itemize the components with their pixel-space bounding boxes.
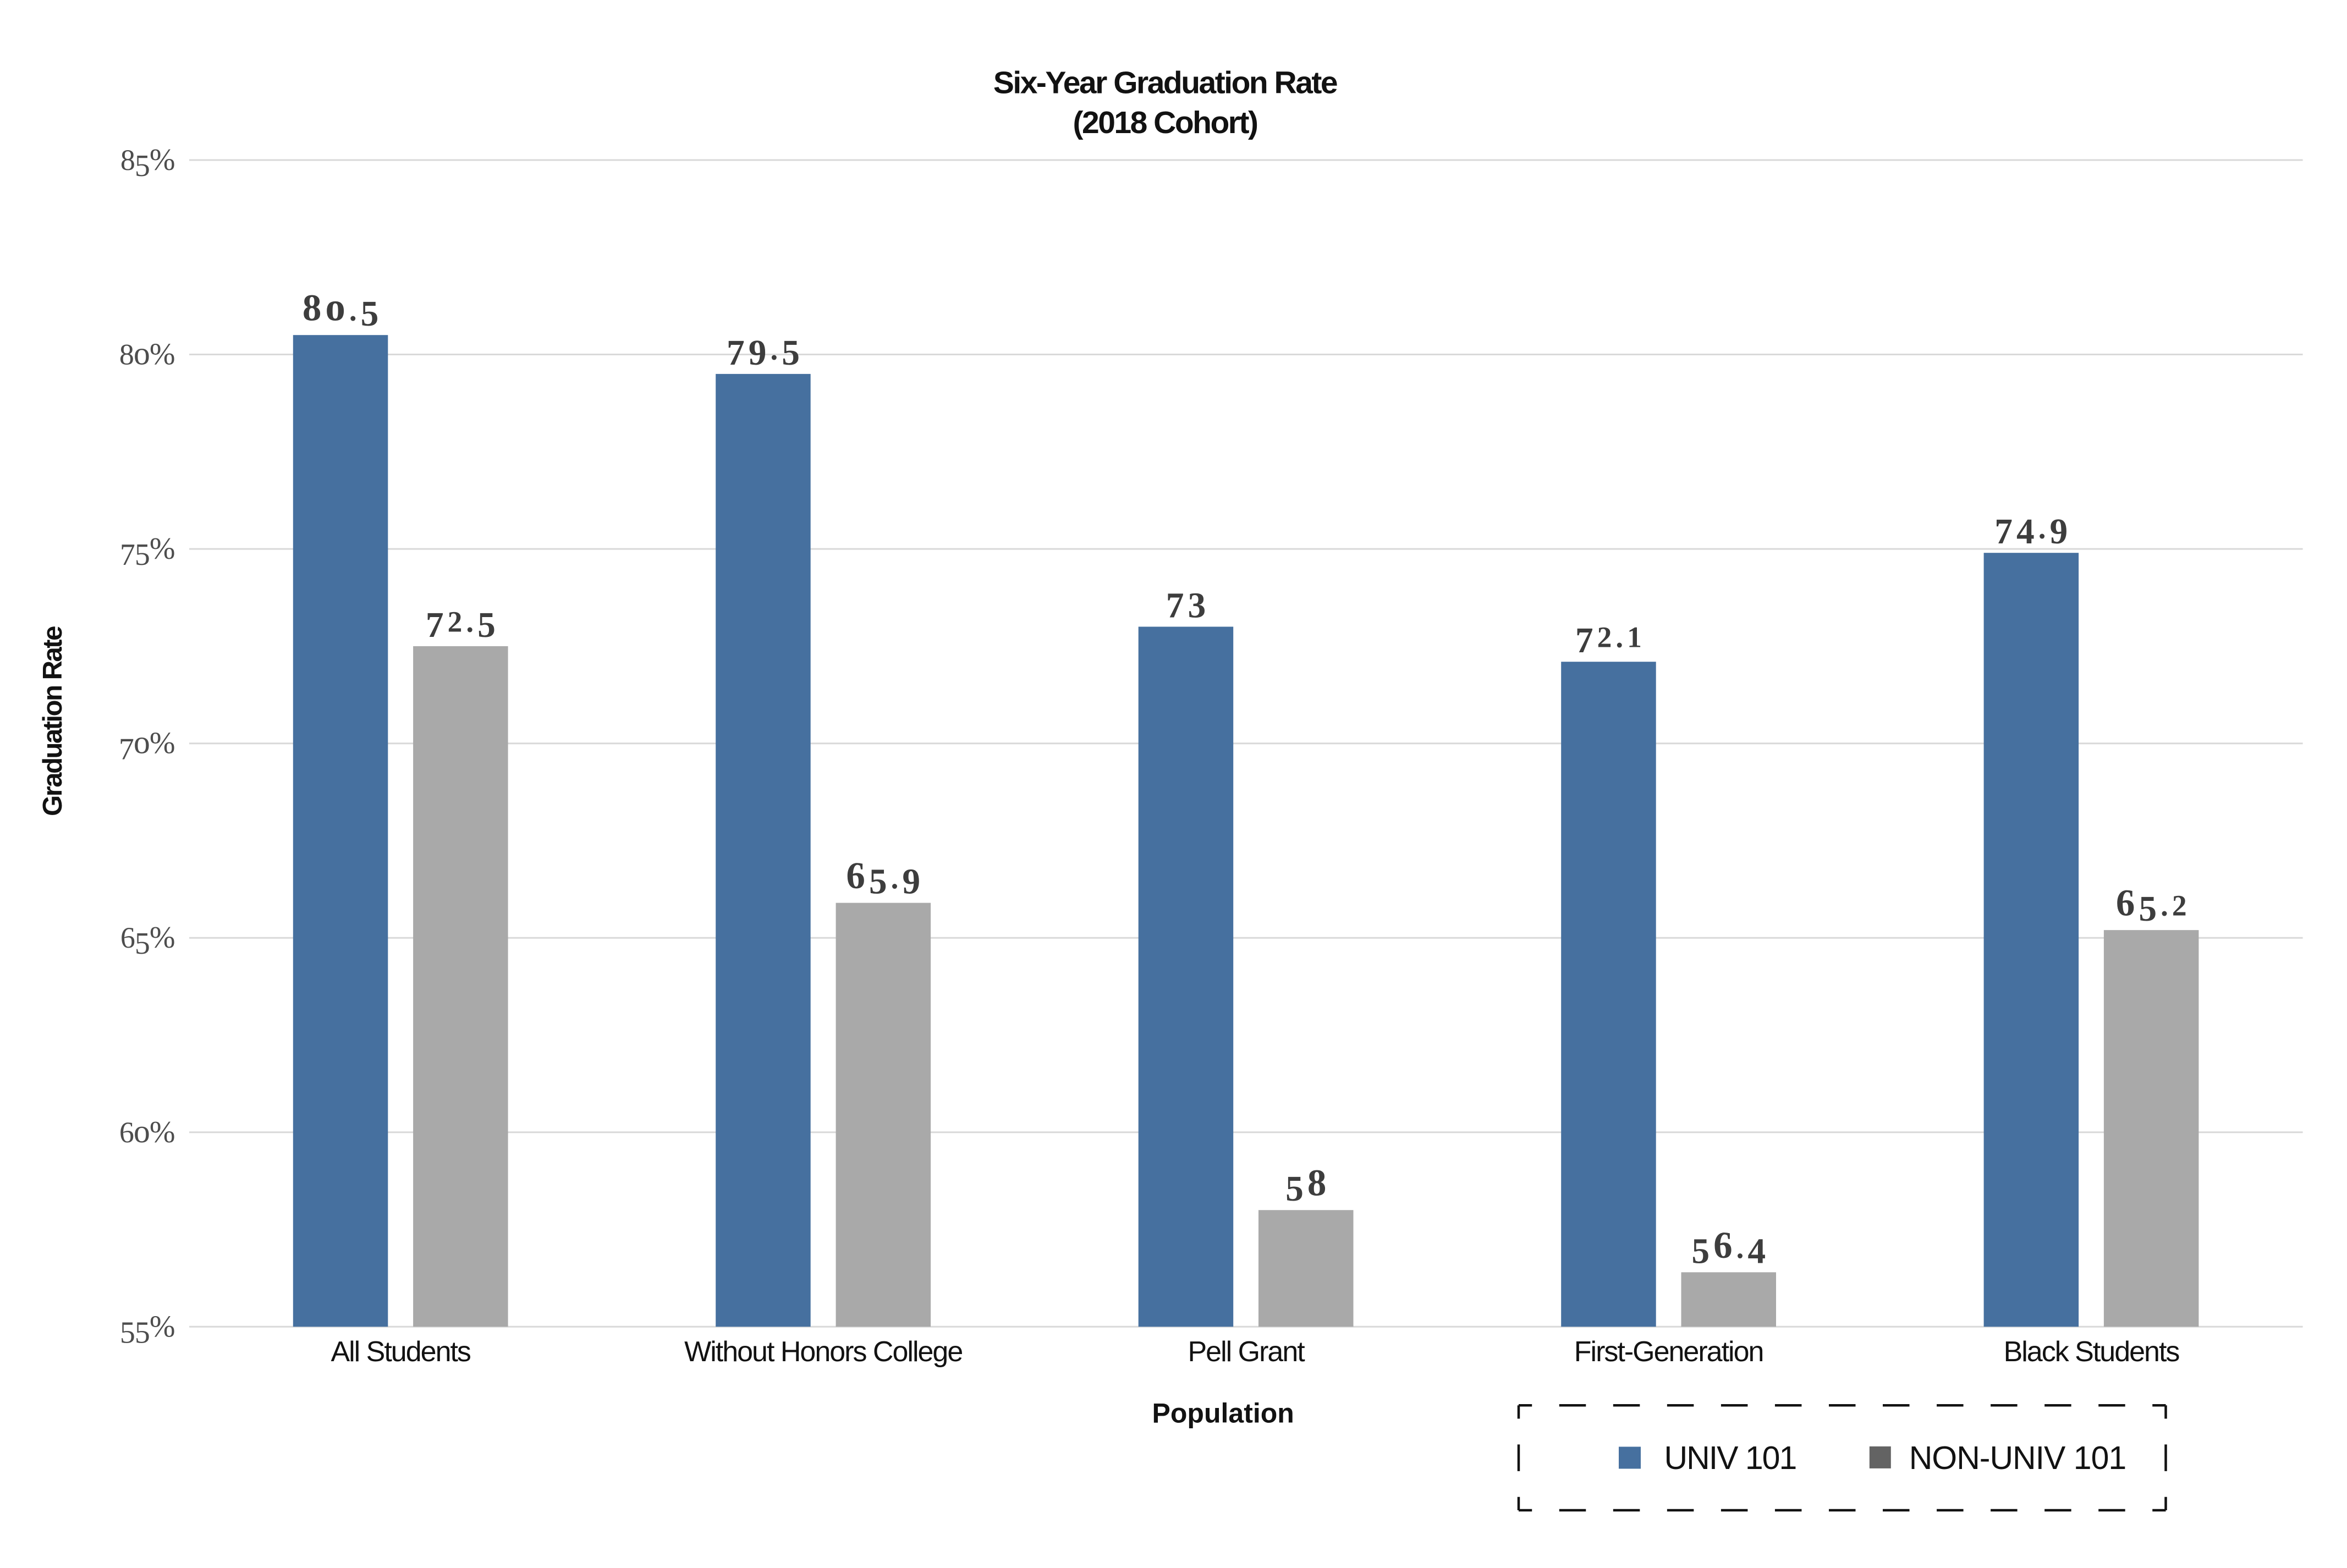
svg-text:8o.5: 8o.5: [303, 285, 383, 334]
svg-text:72.1: 72.1: [1575, 620, 1646, 661]
svg-text:All Students: All Students: [331, 1336, 470, 1368]
svg-text:56.4: 56.4: [1691, 1224, 1769, 1272]
svg-text:8o%: 8o%: [119, 335, 175, 372]
svg-text:Pell Grant: Pell Grant: [1188, 1336, 1305, 1368]
svg-text:Black Students: Black Students: [2004, 1336, 2180, 1368]
svg-text:75%: 75%: [120, 532, 175, 572]
svg-text:73: 73: [1166, 586, 1210, 626]
svg-text:85%: 85%: [120, 143, 175, 183]
svg-text:Population: Population: [1152, 1398, 1294, 1429]
svg-text:NON-UNIV 101: NON-UNIV 101: [1909, 1440, 2126, 1476]
svg-text:UNIV 101: UNIV 101: [1664, 1440, 1796, 1476]
svg-text:Without Honors College: Without Honors College: [684, 1336, 962, 1368]
svg-text:Six-Year Graduation Rate: Six-Year Graduation Rate: [993, 65, 1337, 101]
svg-text:65.9: 65.9: [846, 855, 924, 902]
svg-text:65.2: 65.2: [2116, 882, 2191, 929]
svg-text:(2018 Cohort): (2018 Cohort): [1073, 105, 1257, 140]
svg-text:79.5: 79.5: [727, 332, 804, 373]
svg-text:65%: 65%: [120, 921, 175, 961]
svg-text:Graduation Rate: Graduation Rate: [38, 626, 68, 816]
svg-text:74.9: 74.9: [1994, 511, 2071, 552]
svg-text:6o%: 6o%: [119, 1113, 175, 1149]
svg-text:72.5: 72.5: [426, 604, 499, 645]
svg-text:First-Generation: First-Generation: [1574, 1336, 1763, 1368]
svg-text:55%: 55%: [120, 1310, 175, 1350]
svg-text:7o%: 7o%: [119, 724, 175, 767]
svg-text:58: 58: [1285, 1162, 1330, 1209]
